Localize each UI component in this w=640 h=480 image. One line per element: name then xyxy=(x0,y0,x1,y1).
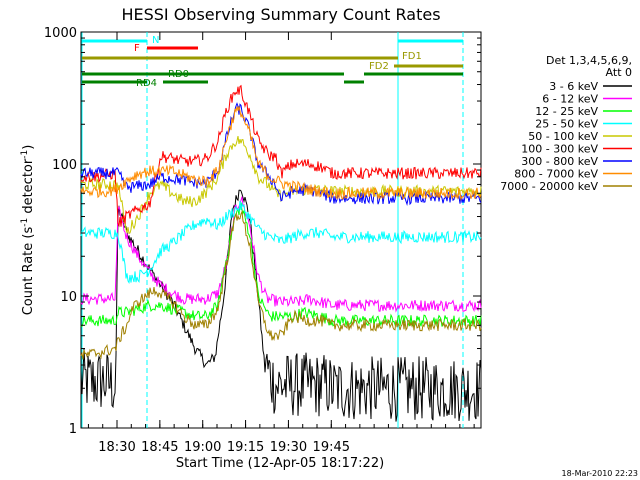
flag-n-label: N xyxy=(152,35,159,46)
series-line-3 xyxy=(80,202,482,328)
flag-rd4-label: RD4 xyxy=(136,78,157,89)
series-line-1 xyxy=(80,189,482,422)
flag-rd0-label: RD0 xyxy=(168,69,189,80)
flag-bars: N F FD1 FD2 RD0 RD4 xyxy=(82,35,463,89)
series-layer xyxy=(80,84,482,422)
y-axis: 1 10 100 1000 xyxy=(44,26,481,437)
series-line-6 xyxy=(80,84,482,228)
legend-label: 25 - 50 keV xyxy=(535,118,598,131)
legend-label: 50 - 100 keV xyxy=(528,130,598,143)
y-tick-label: 10 xyxy=(60,290,77,305)
footer-date: 18-Mar-2010 22:23 xyxy=(562,469,639,478)
y-tick-label: 1000 xyxy=(44,26,77,41)
x-tick-label: 19:45 xyxy=(313,440,350,455)
x-axis: 18:30 18:45 19:00 19:15 19:30 19:45 xyxy=(87,32,475,455)
y-axis-label-sup1: -1 xyxy=(20,218,30,227)
x-axis-label: Start Time (12-Apr-05 18:17:22) xyxy=(176,456,384,471)
legend-label: 100 - 300 keV xyxy=(521,143,598,156)
x-tick-label: 19:00 xyxy=(184,440,221,455)
y-axis-label-main: Count Rate (s xyxy=(21,227,36,316)
series-line-8 xyxy=(80,106,482,202)
x-tick-label: 18:45 xyxy=(141,440,178,455)
legend-label: 800 - 7000 keV xyxy=(514,168,598,181)
legend-title-1: Det 1,3,4,5,6,9, xyxy=(546,54,632,67)
x-tick-label: 19:30 xyxy=(270,440,307,455)
legend-label: 300 - 800 keV xyxy=(521,155,598,168)
y-axis-label-sup2: -1 xyxy=(20,150,30,159)
y-tick-label: 1 xyxy=(69,422,77,437)
series-line-4 xyxy=(80,200,482,284)
legend-label: 6 - 12 keV xyxy=(542,93,598,106)
y-axis-label: Count Rate (s-1 detector-1) xyxy=(20,145,36,316)
chart-title: HESSI Observing Summary Count Rates xyxy=(121,5,440,24)
plot-frame xyxy=(80,31,482,429)
series-line-9 xyxy=(80,209,482,360)
series-line-7 xyxy=(80,102,482,207)
x-tick-label: 18:30 xyxy=(98,440,135,455)
legend-title-2: Att 0 xyxy=(606,66,632,79)
legend-label: 3 - 6 keV xyxy=(549,80,598,93)
flag-fd2-label: FD2 xyxy=(369,61,389,72)
y-tick-label: 100 xyxy=(52,158,77,173)
y-axis-label-end: ) xyxy=(21,145,36,150)
series-line-2 xyxy=(80,196,482,313)
legend-label: 7000 - 20000 keV xyxy=(500,180,598,193)
y-axis-label-mid: detector xyxy=(21,158,36,218)
flag-fd1-label: FD1 xyxy=(402,51,422,62)
flag-f-label: F xyxy=(134,43,140,54)
legend-label: 12 - 25 keV xyxy=(535,105,598,118)
x-tick-label: 19:15 xyxy=(227,440,264,455)
